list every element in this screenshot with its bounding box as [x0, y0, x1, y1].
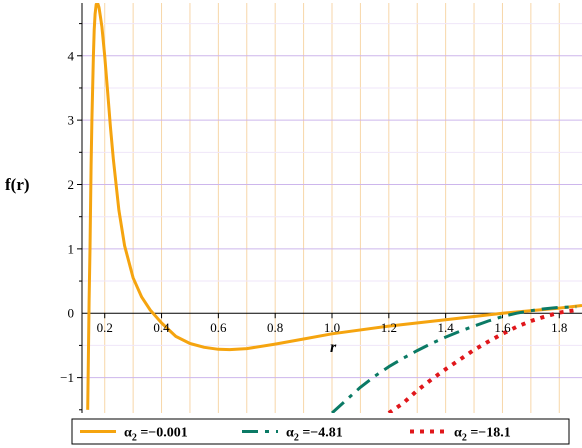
grid	[82, 3, 582, 413]
y-tick-label: 3	[68, 113, 75, 128]
x-axis-title: r	[330, 339, 337, 356]
legend-label-2: α2 =−4.81	[286, 426, 343, 444]
x-tick-label: 0.8	[267, 320, 283, 335]
series-line-1	[86, 3, 582, 410]
x-tick-label: 0.6	[210, 320, 227, 335]
x-tick-label: 0.4	[153, 320, 170, 335]
x-tick-label: 1.8	[551, 320, 567, 335]
x-tick-label: 1.0	[324, 320, 340, 335]
y-tick-label: 2	[68, 177, 75, 192]
x-tick-label: 1.4	[438, 320, 455, 335]
x-tick-label: 1.6	[494, 320, 511, 335]
y-tick-label: 0	[68, 306, 75, 321]
y-tick-label: 4	[68, 48, 75, 63]
series-layer	[86, 3, 582, 413]
legend-box	[71, 418, 570, 445]
tick-labels: −1 1 2 3 4 0 0.2 0.4 0.6 0.8 1.0 1.2 1.4 1.6 1.8	[60, 48, 567, 385]
legend-label-1: α2 =−0.001	[124, 426, 188, 444]
series-line-2	[330, 305, 577, 413]
series-line-3	[387, 308, 577, 413]
y-tick-label: 1	[68, 241, 75, 256]
x-tick-label: 1.2	[381, 320, 397, 335]
y-axis-title: f(r)	[5, 175, 30, 194]
y-tick-label: −1	[60, 370, 74, 385]
legend-label-3: α2 =−18.1	[454, 426, 511, 444]
x-tick-label: 0.2	[97, 320, 113, 335]
legend: α2 =−0.001 α2 =−4.81 α2 =−18.1	[71, 418, 570, 445]
